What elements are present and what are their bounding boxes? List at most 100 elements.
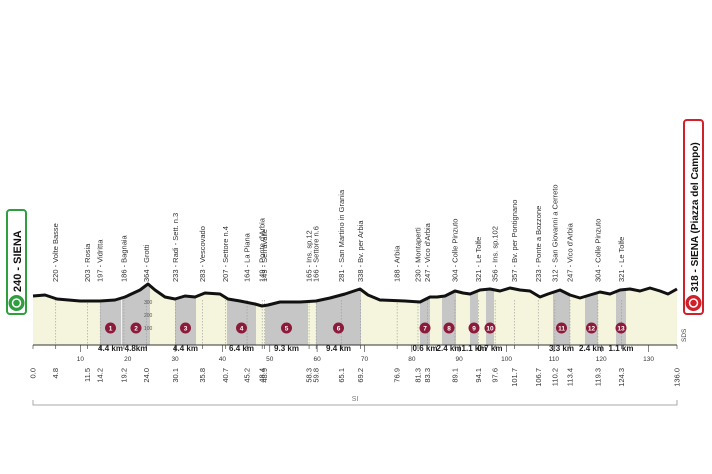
waypoint-label: 283 - Vescovado: [198, 226, 207, 282]
km-label: 119.3: [593, 368, 602, 386]
waypoint-label: 165 - Ins. sp.12: [305, 230, 314, 282]
elevation-scale-label: 200: [144, 313, 153, 319]
sector-number: 8: [447, 326, 451, 333]
sector-length: 4.4 km: [173, 344, 198, 353]
waypoint-label: 233 - Ponte a Bozzone: [534, 206, 543, 282]
waypoint-label: 321 - Le Tolfe: [474, 237, 483, 282]
waypoint-label: 166 - Settore n.6: [312, 226, 321, 282]
sector-badge: [105, 322, 116, 334]
km-tick-label: 130: [643, 356, 654, 363]
km-label: 11.5: [83, 368, 92, 382]
sector-number: 5: [285, 326, 289, 333]
waypoint-label: 188 - Arbia: [393, 245, 402, 282]
sector-badge: [236, 322, 247, 334]
waypoint-label: 357 - Bv. per Pontignano: [510, 200, 519, 282]
credit: SDS: [681, 328, 688, 342]
sector-badge: [586, 322, 597, 334]
km-label: 94.1: [474, 368, 483, 383]
waypoint-label: 304 - Colle Pinzuto: [450, 219, 459, 282]
waypoint-label: 186 - Bagnaia: [119, 234, 128, 282]
sector-band: [616, 284, 626, 345]
km-tick-label: 20: [124, 356, 132, 363]
km-label: 110.2: [550, 368, 559, 386]
waypoint-label: 197 - Vidritta: [96, 239, 105, 282]
waypoint-label: 164 - La Piana: [243, 232, 252, 282]
sector-badge: [281, 322, 292, 334]
km-label: 48.9: [260, 368, 269, 383]
finish-label: 318 - SIENA (Piazza del Campo): [690, 142, 701, 292]
sector-number: 2: [134, 326, 138, 333]
sector-number: 13: [617, 326, 625, 333]
waypoint-label: 220 - Volte Basse: [51, 223, 60, 282]
km-label: 113.4: [565, 368, 574, 386]
sector-badge: [484, 322, 496, 334]
sector-length: 2.4 km: [437, 344, 462, 353]
waypoint-label: 233 - Radi - Sett. n.3: [171, 213, 180, 282]
waypoint-label: 364 - Grotti: [142, 244, 151, 282]
sector-length: 0.6 km: [413, 344, 438, 353]
km-tick-label: 80: [408, 356, 416, 363]
km-label: 76.9: [393, 368, 402, 383]
km-label: 83.3: [423, 368, 432, 383]
km-label: 101.7: [510, 368, 519, 387]
km-tick-label: 70: [361, 356, 369, 363]
sector-length: 1.1 km: [462, 344, 487, 353]
region-label: SI: [352, 396, 359, 403]
sector-number: 10: [486, 326, 494, 333]
km-label: 136.0: [673, 368, 682, 387]
waypoint-label: 203 - Rosia: [83, 243, 92, 282]
waypoint-label: 356 - Ins. sp.102: [491, 226, 500, 282]
sector-band: [486, 284, 494, 345]
sector-length: 2.4 km: [579, 344, 604, 353]
waypoint-label: 281 - San Martino in Grania: [337, 189, 346, 282]
km-tick-label: 120: [596, 356, 607, 363]
elevation-scale-label: 300: [144, 300, 153, 306]
sector-length: 9.3 km: [274, 344, 299, 353]
sector-band: [470, 284, 478, 345]
waypoint-label: 149 - Ponte d'Arbia: [258, 217, 267, 282]
sector-number: 3: [184, 326, 188, 333]
sector-badge: [180, 322, 191, 334]
waypoint-label: 304 - Colle Pinzuto: [593, 219, 602, 282]
km-label: 19.2: [119, 368, 128, 383]
km-tick-label: 90: [456, 356, 464, 363]
km-label: 14.2: [96, 368, 105, 383]
sector-band: [420, 284, 430, 345]
sector-badge: [556, 322, 567, 334]
waypoint-label: 338 - Bv. per Arbia: [356, 220, 365, 282]
km-label: 58.3: [305, 368, 314, 383]
km-tick-label: 100: [501, 356, 512, 363]
sector-number: 9: [472, 326, 476, 333]
km-label: 69.2: [356, 368, 365, 383]
sector-number: 11: [558, 326, 565, 333]
km-tick-label: 40: [219, 356, 227, 363]
km-tick-label: 10: [77, 356, 85, 363]
km-label: 45.2: [243, 368, 252, 383]
sector-badge: [130, 322, 142, 334]
km-tick-label: 110: [549, 356, 560, 363]
km-tick-label: 30: [171, 356, 179, 363]
elevation-scale-label: 100: [144, 326, 153, 332]
km-tick-label: 50: [266, 356, 274, 363]
sector-badge: [615, 322, 627, 334]
km-label: 24.0: [142, 368, 151, 383]
km-label: 59.8: [312, 368, 321, 383]
km-label: 4.8: [51, 368, 60, 378]
waypoint-label: 312 - San Giovanni a Cerreto: [550, 184, 559, 282]
km-label: 97.6: [491, 368, 500, 383]
sector-number: 7: [423, 326, 427, 333]
sector-badge: [468, 322, 480, 334]
sector-number: 12: [588, 326, 596, 333]
sector-length: 0.7 km: [478, 344, 503, 353]
start-label: 240 - SIENA: [12, 230, 24, 292]
sector-band: [265, 284, 308, 345]
sector-number: 4: [240, 326, 244, 333]
km-label: 0.0: [29, 368, 38, 378]
km-label: 40.7: [221, 368, 230, 383]
km-label: 124.3: [617, 368, 626, 387]
km-label: 30.1: [171, 368, 180, 383]
sector-badge: [443, 322, 455, 334]
waypoint-label: 230 - Montaperti: [413, 227, 422, 282]
sector-band: [175, 284, 196, 345]
